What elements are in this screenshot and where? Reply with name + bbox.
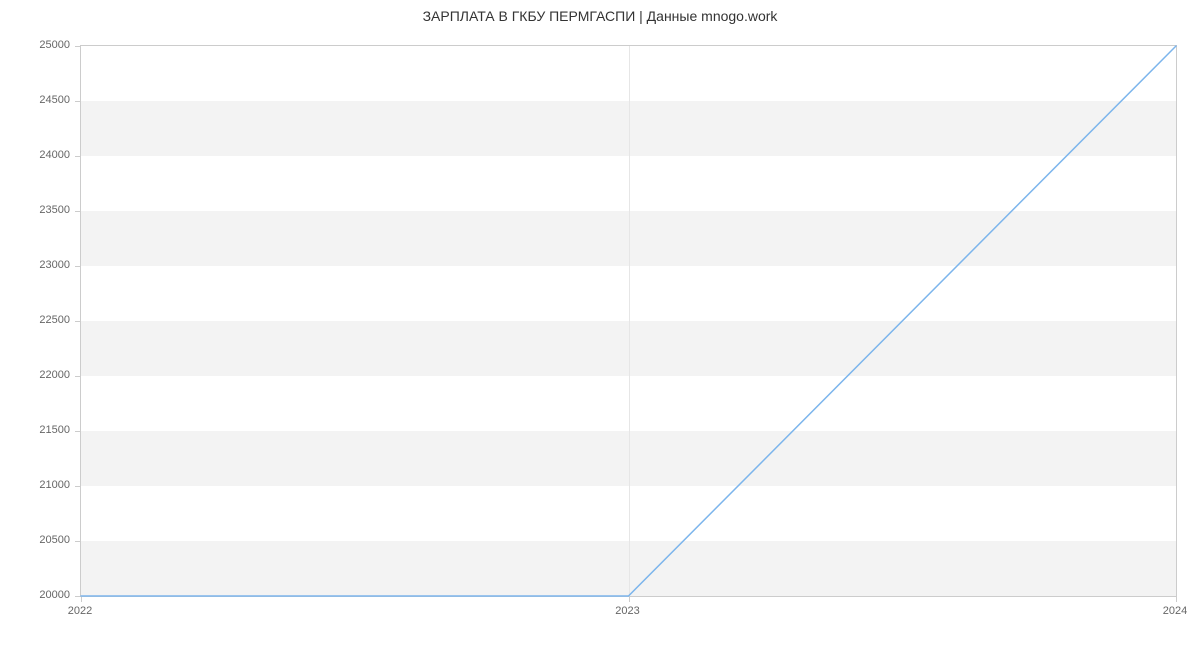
x-tick	[81, 596, 82, 602]
y-tick-label: 22500	[39, 314, 70, 326]
y-tick-label: 20500	[39, 534, 70, 546]
y-tick-label: 24500	[39, 94, 70, 106]
x-tick-label: 2022	[68, 605, 92, 617]
y-tick-label: 20000	[39, 589, 70, 601]
x-tick	[1176, 596, 1177, 602]
salary-line-chart: ЗАРПЛАТА В ГКБУ ПЕРМГАСПИ | Данные mnogo…	[0, 0, 1200, 650]
y-tick-label: 23000	[39, 259, 70, 271]
series-layer	[81, 46, 1176, 596]
plot-area	[80, 45, 1177, 597]
x-tick-label: 2023	[615, 605, 639, 617]
series-line-salary	[81, 46, 1176, 596]
y-tick-label: 21000	[39, 479, 70, 491]
chart-title: ЗАРПЛАТА В ГКБУ ПЕРМГАСПИ | Данные mnogo…	[0, 8, 1200, 24]
x-tick-label: 2024	[1163, 605, 1187, 617]
y-tick-label: 22000	[39, 369, 70, 381]
y-tick-label: 24000	[39, 149, 70, 161]
y-tick-label: 23500	[39, 204, 70, 216]
x-tick	[629, 596, 630, 602]
y-tick-label: 21500	[39, 424, 70, 436]
y-tick-label: 25000	[39, 39, 70, 51]
